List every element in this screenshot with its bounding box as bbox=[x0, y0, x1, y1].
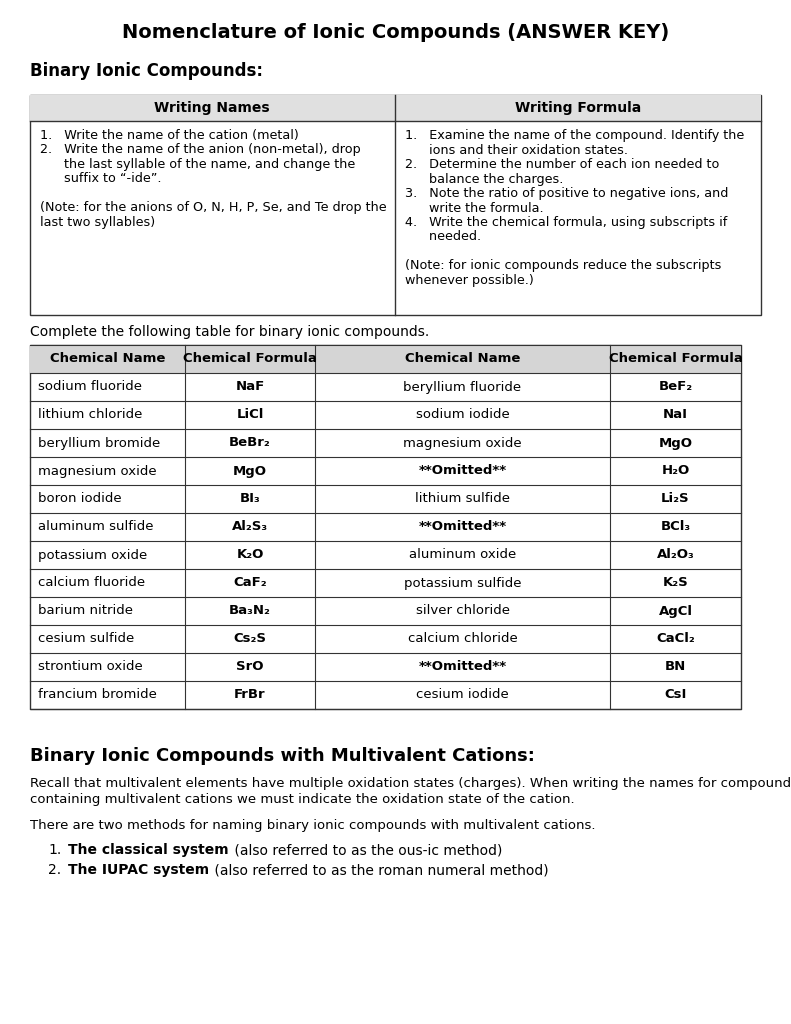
Text: BeF₂: BeF₂ bbox=[658, 381, 693, 393]
Bar bbox=[315, 345, 610, 373]
Text: 1.: 1. bbox=[48, 843, 61, 857]
Text: K₂O: K₂O bbox=[237, 549, 263, 561]
Text: BeBr₂: BeBr₂ bbox=[229, 436, 271, 450]
Text: Writing Names: Writing Names bbox=[154, 101, 270, 115]
Text: strontium oxide: strontium oxide bbox=[38, 660, 142, 674]
Text: (Note: for the anions of O, N, H, P, Se, and Te drop the: (Note: for the anions of O, N, H, P, Se,… bbox=[40, 202, 387, 214]
Text: balance the charges.: balance the charges. bbox=[405, 172, 563, 185]
Text: MgO: MgO bbox=[233, 465, 267, 477]
Text: calcium chloride: calcium chloride bbox=[407, 633, 517, 645]
Text: 3.   Note the ratio of positive to negative ions, and: 3. Note the ratio of positive to negativ… bbox=[405, 187, 729, 200]
Text: cesium sulfide: cesium sulfide bbox=[38, 633, 134, 645]
Text: aluminum sulfide: aluminum sulfide bbox=[38, 520, 153, 534]
Text: AgCl: AgCl bbox=[658, 604, 692, 617]
Text: NaI: NaI bbox=[663, 409, 688, 422]
Text: magnesium oxide: magnesium oxide bbox=[403, 436, 522, 450]
Text: 1.   Write the name of the cation (metal): 1. Write the name of the cation (metal) bbox=[40, 129, 299, 142]
Text: Li₂S: Li₂S bbox=[661, 493, 690, 506]
Text: write the formula.: write the formula. bbox=[405, 202, 543, 214]
Text: needed.: needed. bbox=[405, 230, 481, 244]
Text: BCl₃: BCl₃ bbox=[660, 520, 691, 534]
Text: Complete the following table for binary ionic compounds.: Complete the following table for binary … bbox=[30, 325, 430, 339]
Text: containing multivalent cations we must indicate the oxidation state of the catio: containing multivalent cations we must i… bbox=[30, 793, 574, 806]
Text: Nomenclature of Ionic Compounds (ANSWER KEY): Nomenclature of Ionic Compounds (ANSWER … bbox=[122, 23, 669, 42]
Text: LiCl: LiCl bbox=[237, 409, 263, 422]
Text: **Omitted**: **Omitted** bbox=[418, 520, 506, 534]
Bar bbox=[610, 345, 741, 373]
Text: Ba₃N₂: Ba₃N₂ bbox=[229, 604, 271, 617]
Text: calcium fluoride: calcium fluoride bbox=[38, 577, 145, 590]
Text: beryllium bromide: beryllium bromide bbox=[38, 436, 161, 450]
Text: lithium sulfide: lithium sulfide bbox=[415, 493, 510, 506]
Text: silver chloride: silver chloride bbox=[415, 604, 509, 617]
Text: Al₂O₃: Al₂O₃ bbox=[657, 549, 694, 561]
Bar bbox=[185, 345, 315, 373]
Text: 2.   Determine the number of each ion needed to: 2. Determine the number of each ion need… bbox=[405, 158, 719, 171]
Text: cesium iodide: cesium iodide bbox=[416, 688, 509, 701]
Text: CaCl₂: CaCl₂ bbox=[656, 633, 694, 645]
Text: (also referred to as the roman numeral method): (also referred to as the roman numeral m… bbox=[210, 863, 549, 877]
Text: (Note: for ionic compounds reduce the subscripts: (Note: for ionic compounds reduce the su… bbox=[405, 259, 721, 272]
Text: Recall that multivalent elements have multiple oxidation states (charges). When : Recall that multivalent elements have mu… bbox=[30, 777, 791, 790]
Text: There are two methods for naming binary ionic compounds with multivalent cations: There are two methods for naming binary … bbox=[30, 819, 596, 831]
Text: The IUPAC system: The IUPAC system bbox=[68, 863, 209, 877]
Text: sodium iodide: sodium iodide bbox=[415, 409, 509, 422]
Text: K₂S: K₂S bbox=[663, 577, 688, 590]
Text: The classical system: The classical system bbox=[68, 843, 229, 857]
Text: last two syllables): last two syllables) bbox=[40, 216, 155, 229]
Text: barium nitride: barium nitride bbox=[38, 604, 133, 617]
Text: 2.   Write the name of the anion (non-metal), drop: 2. Write the name of the anion (non-meta… bbox=[40, 143, 361, 157]
Text: potassium sulfide: potassium sulfide bbox=[403, 577, 521, 590]
Text: beryllium fluoride: beryllium fluoride bbox=[403, 381, 521, 393]
Text: MgO: MgO bbox=[658, 436, 692, 450]
Text: francium bromide: francium bromide bbox=[38, 688, 157, 701]
Text: Writing Formula: Writing Formula bbox=[515, 101, 642, 115]
Text: whenever possible.): whenever possible.) bbox=[405, 274, 534, 287]
Text: BI₃: BI₃ bbox=[240, 493, 260, 506]
Bar bbox=[30, 95, 395, 121]
Text: 2.: 2. bbox=[48, 863, 61, 877]
Text: CaF₂: CaF₂ bbox=[233, 577, 267, 590]
Text: H₂O: H₂O bbox=[661, 465, 690, 477]
Text: 4.   Write the chemical formula, using subscripts if: 4. Write the chemical formula, using sub… bbox=[405, 216, 727, 229]
Text: suffix to “-ide”.: suffix to “-ide”. bbox=[40, 172, 161, 185]
Text: boron iodide: boron iodide bbox=[38, 493, 122, 506]
Text: the last syllable of the name, and change the: the last syllable of the name, and chang… bbox=[40, 158, 355, 171]
Text: ions and their oxidation states.: ions and their oxidation states. bbox=[405, 143, 628, 157]
Text: potassium oxide: potassium oxide bbox=[38, 549, 147, 561]
Text: SrO: SrO bbox=[237, 660, 263, 674]
Text: Binary Ionic Compounds with Multivalent Cations:: Binary Ionic Compounds with Multivalent … bbox=[30, 746, 535, 765]
Bar bbox=[395, 95, 761, 121]
Text: Chemical Formula: Chemical Formula bbox=[608, 352, 743, 366]
Text: Chemical Name: Chemical Name bbox=[50, 352, 165, 366]
Text: **Omitted**: **Omitted** bbox=[418, 660, 506, 674]
Text: BN: BN bbox=[665, 660, 686, 674]
Text: CsI: CsI bbox=[664, 688, 687, 701]
Text: 1.   Examine the name of the compound. Identify the: 1. Examine the name of the compound. Ide… bbox=[405, 129, 744, 142]
Bar bbox=[30, 345, 741, 709]
Text: magnesium oxide: magnesium oxide bbox=[38, 465, 157, 477]
Text: Chemical Name: Chemical Name bbox=[405, 352, 520, 366]
Bar bbox=[30, 95, 761, 315]
Bar bbox=[30, 345, 185, 373]
Text: FrBr: FrBr bbox=[234, 688, 266, 701]
Text: aluminum oxide: aluminum oxide bbox=[409, 549, 516, 561]
Text: lithium chloride: lithium chloride bbox=[38, 409, 142, 422]
Text: (also referred to as the ous-ic method): (also referred to as the ous-ic method) bbox=[229, 843, 502, 857]
Text: sodium fluoride: sodium fluoride bbox=[38, 381, 142, 393]
Text: **Omitted**: **Omitted** bbox=[418, 465, 506, 477]
Text: Chemical Formula: Chemical Formula bbox=[183, 352, 317, 366]
Text: Al₂S₃: Al₂S₃ bbox=[232, 520, 268, 534]
Text: Cs₂S: Cs₂S bbox=[233, 633, 267, 645]
Text: NaF: NaF bbox=[236, 381, 265, 393]
Text: Binary Ionic Compounds:: Binary Ionic Compounds: bbox=[30, 62, 263, 80]
